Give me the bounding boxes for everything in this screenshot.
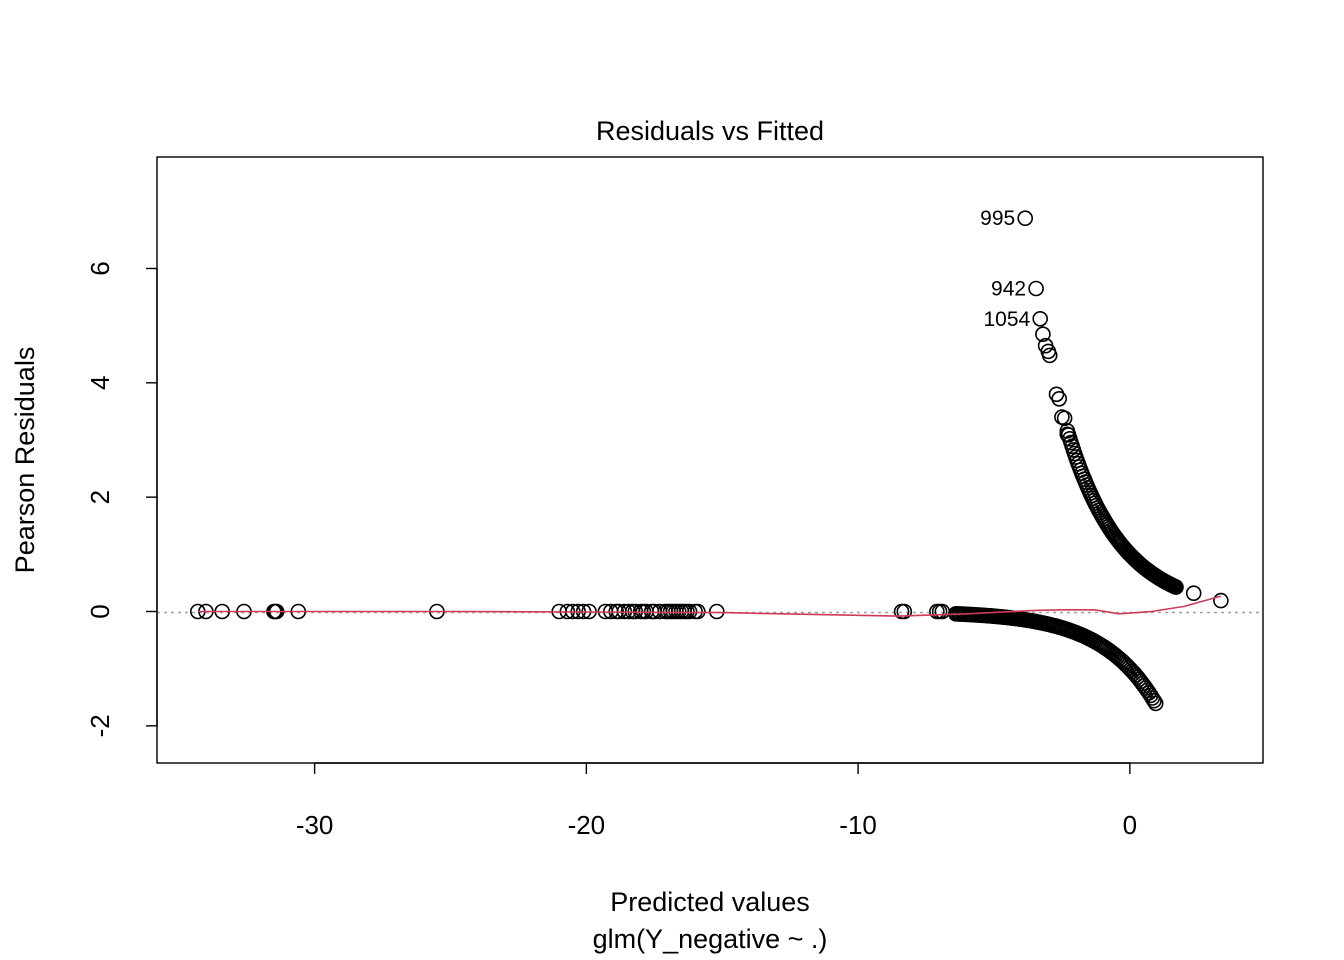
y-axis: -2 0 2 4 6 (85, 261, 158, 737)
data-point (1213, 592, 1229, 609)
y-tick-label: 4 (85, 376, 115, 390)
y-tick-label: -2 (85, 714, 115, 737)
curve-points (948, 423, 1184, 712)
x-tick-label: -30 (296, 810, 334, 840)
y-tick-label: 2 (85, 490, 115, 504)
smooth-line (197, 595, 1222, 617)
x-axis-label: Predicted values (610, 887, 810, 917)
data-point (1146, 692, 1162, 709)
plot-frame (156, 156, 1264, 764)
point-label: 942 (991, 278, 1026, 301)
x-tick-label: 0 (1123, 810, 1137, 840)
point-label: 995 (980, 207, 1015, 230)
y-tick-label: 6 (85, 261, 115, 275)
outlier-points (1017, 210, 1229, 609)
data-point (708, 603, 725, 620)
data-point (1041, 347, 1058, 364)
data-point (1028, 280, 1044, 297)
x-axis: -30 -20 -10 0 (296, 762, 1137, 840)
x-tick-label: -20 (568, 810, 606, 840)
y-axis-label: Pearson Residuals (10, 347, 40, 574)
data-point (681, 603, 698, 620)
data-point (1017, 210, 1033, 226)
data-point (689, 603, 706, 620)
data-point (1032, 310, 1048, 327)
data-point (1056, 410, 1073, 427)
chart-title: Residuals vs Fitted (596, 116, 824, 146)
x-axis-subtitle: glm(Y_negative ~ .) (593, 924, 828, 954)
data-point (896, 603, 913, 620)
data-point (1147, 695, 1164, 712)
data-point (1051, 390, 1067, 407)
x-tick-label: -10 (839, 810, 877, 840)
data-point (1035, 326, 1051, 343)
point-labels: 995 942 1054 (980, 207, 1030, 331)
data-point (1185, 585, 1202, 602)
data-point (1059, 426, 1076, 443)
data-point (1168, 579, 1184, 595)
point-label: 1054 (983, 308, 1030, 331)
y-tick-label: 0 (85, 604, 115, 618)
